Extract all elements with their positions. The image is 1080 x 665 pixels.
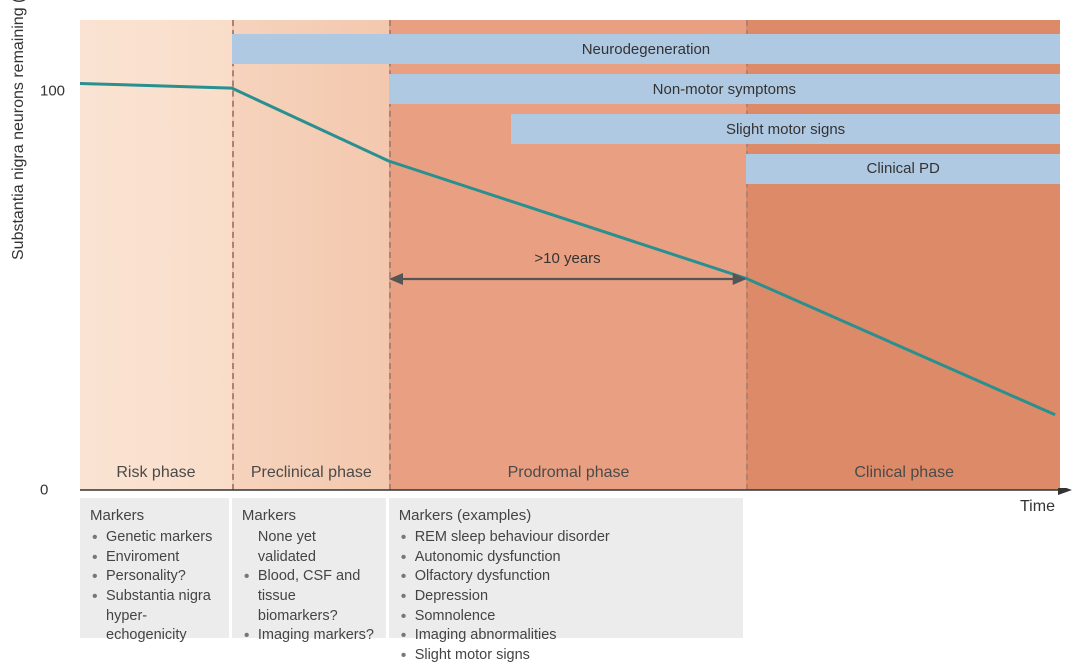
markers-item: Genetic markers [92,528,219,548]
duration-marker: >10 years [389,250,747,287]
chart-area: Risk phasePreclinical phaseProdromal pha… [80,20,1060,490]
markers-item: Blood, CSF and tissue biomarkers? [244,567,376,626]
phase-label-risk: Risk phase [80,464,232,482]
phase-label-preclinical: Preclinical phase [234,464,389,482]
markers-item: Somnolence [401,607,734,627]
markers-box-preclinical: MarkersNone yet validatedBlood, CSF and … [232,498,389,638]
y-tick-100: 100 [40,82,65,99]
phase-bg-preclinical: Preclinical phase [232,20,389,490]
y-tick-0: 0 [40,482,48,499]
duration-marker-label: >10 years [534,250,600,267]
markers-item: Olfactory dysfunction [401,567,734,587]
markers-list: None yet validatedBlood, CSF and tissue … [242,528,376,645]
symptom-bar-label: Clinical PD [867,160,940,177]
markers-item: REM sleep behaviour disorder [401,528,734,548]
symptom-bar-slightmotor: Slight motor signs [511,114,1060,144]
phase-bg-risk: Risk phase [80,20,232,490]
y-axis-label: Substantia nigra neurons remaining (%) [10,0,28,260]
markers-item: Substantia nigra hyper-echogenicity [92,587,219,646]
markers-box-title: Markers [242,506,376,526]
markers-item: Personality? [92,567,219,587]
markers-box-risk: MarkersGenetic markersEnviromentPersonal… [80,498,232,638]
markers-box-prodromal: Markers (examples)REM sleep behaviour di… [389,498,747,638]
markers-list: Genetic markersEnviromentPersonality?Sub… [90,528,219,645]
symptom-bar-label: Slight motor signs [726,121,845,138]
markers-box-title: Markers (examples) [399,506,734,526]
markers-item: Enviroment [92,548,219,568]
markers-item: Autonomic dysfunction [401,548,734,568]
symptom-bar-label: Neurodegeneration [582,41,710,58]
markers-area: MarkersGenetic markersEnviromentPersonal… [80,498,1060,638]
markers-item: None yet validated [244,528,376,567]
markers-list: REM sleep behaviour disorderAutonomic dy… [399,528,734,665]
double-arrow-icon [389,271,747,287]
markers-item: Depression [401,587,734,607]
symptom-bar-nonmotor: Non-motor symptoms [389,74,1060,104]
symptom-bar-clinicalpd: Clinical PD [746,154,1060,184]
symptom-bar-neurodeg: Neurodegeneration [232,34,1060,64]
markers-box-title: Markers [90,506,219,526]
markers-item: Slight motor signs [401,646,734,665]
phase-label-prodromal: Prodromal phase [391,464,747,482]
symptom-bar-label: Non-motor symptoms [653,81,796,98]
phase-label-clinical: Clinical phase [748,464,1060,482]
